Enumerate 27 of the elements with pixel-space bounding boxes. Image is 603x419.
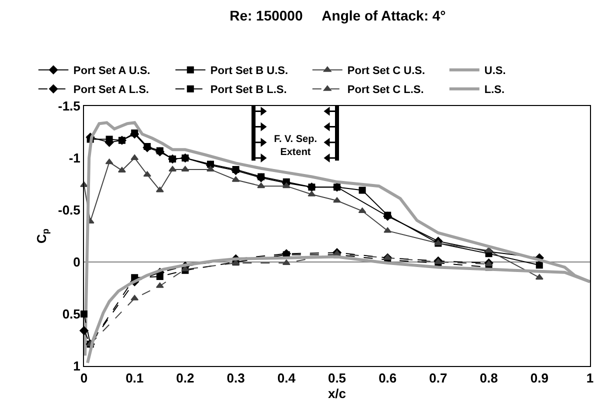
x-tick-label: 0.6 (378, 370, 397, 386)
y-tick-label: 0 (73, 254, 80, 270)
x-tick-label: 0.2 (176, 370, 194, 386)
legend-label: Port Set C U.S. (347, 65, 426, 78)
x-tick-label: 0.5 (328, 370, 346, 386)
legend-label: Port Set A L.S. (73, 84, 149, 96)
y-tick-label: -1.5 (58, 98, 80, 114)
legend-label: Port Set B U.S. (210, 65, 288, 78)
chart-title: Re: 150000 Angle of Attack: 4° (230, 7, 446, 24)
x-tick-label: 0.9 (530, 370, 548, 386)
x-tick-label: 0.1 (126, 370, 144, 386)
annotation: F. V. Sep. Extent (274, 134, 318, 158)
x-tick-label: 0.4 (277, 370, 296, 386)
x-tick-label: 0.7 (429, 370, 448, 386)
legend-label: Port Set C L.S. (347, 84, 424, 96)
legend-label: U.S. (484, 65, 506, 78)
y-tick-label: -1 (68, 150, 80, 166)
y-tick-label: 0.5 (62, 306, 80, 322)
x-tick-label: 0.8 (480, 370, 498, 386)
x-tick-label: 0.3 (226, 370, 245, 386)
legend-label: Port Set A U.S. (73, 65, 150, 78)
legend-label: Port Set B L.S. (210, 84, 287, 96)
y-tick-label: -0.5 (58, 202, 80, 218)
x-axis-title: x/c (328, 386, 346, 402)
legend-label: L.S. (484, 84, 505, 96)
y-tick-label: 1 (73, 358, 80, 374)
x-tick-label: 1 (586, 370, 594, 386)
